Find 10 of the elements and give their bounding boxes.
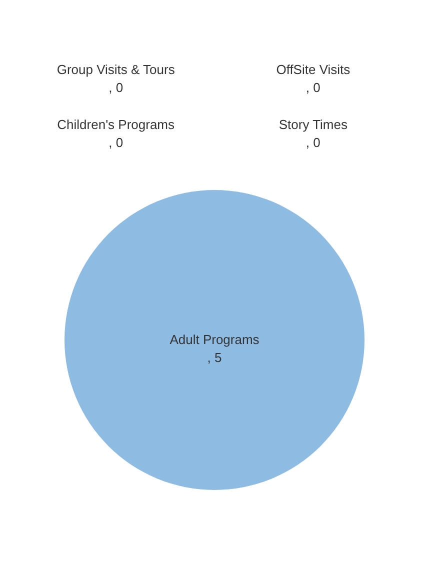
text: , 0 (306, 135, 320, 150)
category-label: Story Times (278, 117, 348, 132)
data-label: , 5 (207, 350, 222, 365)
category-label: OffSite Visits (276, 62, 350, 77)
category-label: Children's Programs (57, 117, 175, 132)
category-label: Group Visits & Tours (56, 62, 175, 77)
text: , 0 (306, 80, 320, 95)
text: , 0 (108, 135, 124, 150)
text: , 0 (108, 80, 124, 95)
slice-label: Adult Programs (170, 332, 260, 347)
